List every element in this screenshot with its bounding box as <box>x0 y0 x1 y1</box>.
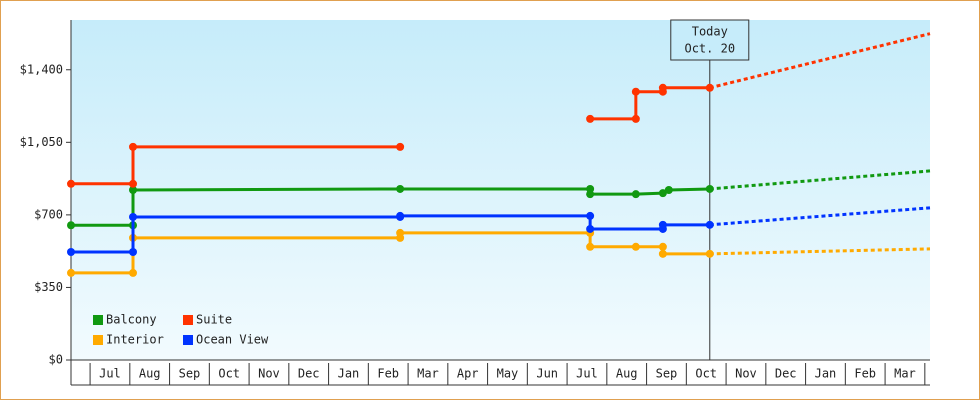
x-tick-label: Dec <box>298 367 320 381</box>
point <box>586 242 595 251</box>
point <box>631 190 640 199</box>
point <box>586 211 595 220</box>
y-tick-label: $700 <box>34 207 63 221</box>
point <box>705 249 714 258</box>
point <box>658 249 667 258</box>
legend-swatch <box>183 315 193 325</box>
point <box>631 87 640 96</box>
point <box>705 220 714 229</box>
point <box>129 268 138 277</box>
forecast-line <box>709 206 931 227</box>
x-tick-label: Mar <box>417 367 439 381</box>
x-tick-label: Jan <box>815 367 837 381</box>
point <box>396 228 405 237</box>
point <box>67 268 75 277</box>
point <box>658 189 667 198</box>
y-tick-label: $1,400 <box>20 62 63 76</box>
today-label: Today <box>692 25 728 39</box>
point <box>631 114 640 123</box>
point <box>586 190 595 199</box>
x-tick-label: Jul <box>99 367 121 381</box>
x-tick-label: Aug <box>616 367 638 381</box>
y-tick-label: $1,050 <box>20 135 63 149</box>
x-tick-label: Jul <box>576 367 598 381</box>
point <box>396 142 405 151</box>
forecast-line <box>709 169 931 191</box>
legend-swatch <box>183 335 193 345</box>
legend-label: Ocean View <box>196 333 269 347</box>
y-tick-label: $350 <box>34 280 63 294</box>
point <box>67 179 75 188</box>
point <box>67 247 75 256</box>
point <box>658 220 667 229</box>
x-tick-label: Feb <box>854 367 876 381</box>
legend-label: Balcony <box>106 313 157 327</box>
x-tick-label: Apr <box>457 367 479 381</box>
point <box>705 184 714 193</box>
point <box>129 179 138 188</box>
x-tick-label: Aug <box>139 367 161 381</box>
legend-label: Suite <box>196 313 232 327</box>
today-label: Oct. 20 <box>684 42 735 56</box>
point <box>129 142 138 151</box>
point <box>129 212 138 221</box>
legend-swatch <box>93 335 103 345</box>
point <box>129 186 138 194</box>
point <box>67 221 75 230</box>
legend-label: Interior <box>106 333 164 347</box>
point <box>586 114 595 123</box>
point <box>631 242 640 251</box>
x-tick-label: Dec <box>775 367 797 381</box>
today-box <box>670 19 750 61</box>
point <box>705 83 714 92</box>
x-tick-label: Sep <box>179 367 201 381</box>
x-tick-label: Oct <box>218 367 240 381</box>
y-tick-label: $0 <box>49 353 63 367</box>
x-tick-label: Sep <box>656 367 678 381</box>
point <box>396 184 405 193</box>
x-tick-label: Jan <box>338 367 360 381</box>
x-tick-label: Jun <box>536 367 558 381</box>
x-tick-label: Oct <box>695 367 717 381</box>
series-line <box>71 145 401 186</box>
point <box>586 224 595 233</box>
series-line <box>590 86 710 121</box>
point <box>129 247 138 256</box>
point <box>664 186 673 194</box>
x-tick-label: Feb <box>377 367 399 381</box>
legend-swatch <box>93 315 103 325</box>
point <box>658 242 667 251</box>
forecast-line <box>709 32 931 90</box>
point <box>658 83 667 92</box>
point <box>396 211 405 220</box>
x-tick-label: Mar <box>894 367 916 381</box>
x-tick-label: Nov <box>735 367 757 381</box>
x-tick-label: Nov <box>258 367 280 381</box>
forecast-line <box>709 247 931 256</box>
x-tick-label: May <box>497 367 519 381</box>
